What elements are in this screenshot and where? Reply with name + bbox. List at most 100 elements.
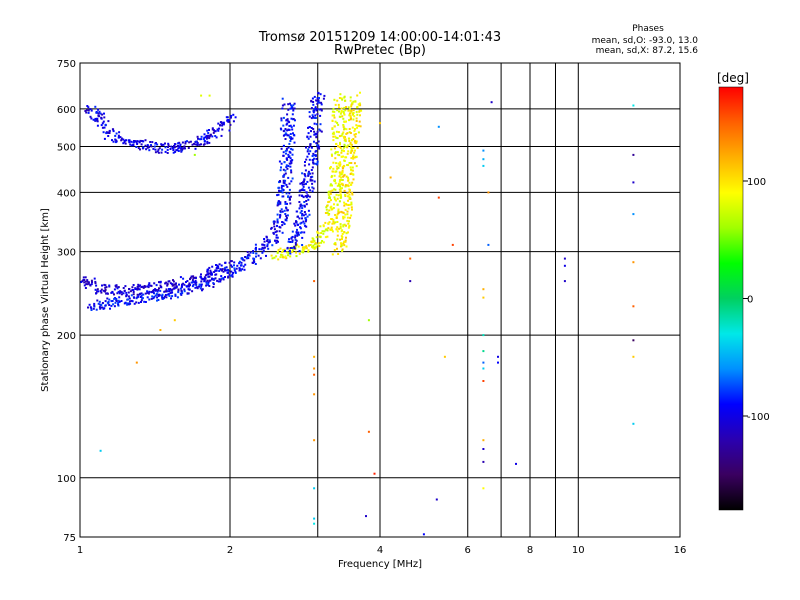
- trace-point: [286, 209, 289, 212]
- trace-point: [164, 142, 166, 145]
- trace-point: [288, 121, 291, 124]
- trace-point: [330, 199, 332, 202]
- trace-point: [129, 290, 132, 293]
- trace-point: [148, 290, 151, 293]
- trace-point: [217, 280, 220, 283]
- trace-point: [156, 143, 159, 146]
- trace-point: [182, 282, 185, 285]
- trace-point: [350, 169, 353, 172]
- trace-point: [296, 228, 298, 231]
- trace-point: [311, 155, 314, 157]
- trace-point: [287, 176, 290, 179]
- trace-point: [233, 267, 236, 270]
- trace-point: [285, 215, 288, 217]
- trace-point: [331, 253, 334, 256]
- trace-point: [302, 214, 305, 217]
- trace-point: [334, 182, 337, 185]
- trace-point: [132, 291, 135, 293]
- trace-point: [276, 239, 279, 242]
- trace-point: [99, 306, 102, 309]
- trace-point: [337, 210, 340, 213]
- trace-point: [354, 149, 356, 152]
- trace-point: [94, 288, 97, 291]
- trace-point: [271, 244, 274, 247]
- trace-point: [299, 222, 302, 225]
- trace-point: [156, 290, 159, 293]
- trace-point: [107, 300, 110, 303]
- trace-point: [279, 247, 282, 250]
- trace-point: [97, 290, 100, 293]
- trace-point: [345, 232, 348, 235]
- trace-point: [194, 286, 197, 289]
- echo-point: [159, 329, 162, 331]
- trace-point: [294, 241, 297, 244]
- trace-point: [303, 164, 306, 167]
- trace-point: [306, 135, 309, 138]
- trace-point: [179, 276, 182, 279]
- trace-point: [308, 195, 311, 198]
- trace-point: [245, 257, 248, 260]
- trace-point: [139, 284, 142, 287]
- trace-point: [340, 107, 343, 110]
- trace-point: [286, 214, 289, 217]
- echo-point: [313, 517, 316, 520]
- trace-point: [342, 215, 345, 218]
- trace-point: [357, 125, 360, 127]
- trace-point: [120, 300, 123, 302]
- trace-point: [286, 129, 289, 132]
- trace-point: [297, 233, 299, 236]
- trace-point: [208, 272, 211, 275]
- trace-point: [178, 283, 180, 286]
- trace-point: [177, 291, 180, 294]
- trace-point: [312, 103, 315, 106]
- trace-point: [86, 279, 89, 282]
- trace-point: [234, 116, 237, 119]
- trace-point: [276, 218, 279, 221]
- trace-point: [339, 112, 342, 115]
- trace-point: [233, 269, 236, 272]
- trace-point: [303, 183, 306, 186]
- trace-point: [285, 183, 288, 186]
- trace-point: [278, 225, 281, 228]
- trace-point: [265, 235, 268, 238]
- trace-point: [294, 224, 297, 227]
- trace-point: [296, 223, 299, 226]
- trace-point: [132, 141, 135, 144]
- trace-point: [343, 216, 346, 219]
- trace-point: [230, 264, 233, 267]
- trace-point: [350, 214, 353, 217]
- trace-point: [224, 276, 226, 278]
- trace-point: [303, 222, 306, 225]
- trace-point: [281, 97, 284, 100]
- trace-point: [144, 139, 147, 142]
- trace-point: [228, 261, 231, 264]
- trace-point: [100, 124, 103, 127]
- trace-point: [173, 283, 176, 286]
- trace-point: [108, 130, 111, 133]
- trace-point: [310, 99, 313, 102]
- trace-point: [334, 188, 337, 191]
- trace-point: [129, 300, 131, 303]
- echo-point: [437, 125, 440, 128]
- trace-point: [167, 146, 169, 148]
- trace-point: [283, 256, 286, 259]
- trace-point: [343, 106, 346, 109]
- trace-point: [286, 185, 289, 188]
- trace-point: [288, 188, 291, 191]
- trace-point: [339, 161, 342, 164]
- trace-point: [273, 228, 276, 231]
- trace-point: [233, 261, 236, 264]
- trace-point: [166, 283, 169, 286]
- trace-point: [103, 307, 106, 310]
- trace-point: [333, 125, 336, 128]
- trace-point: [110, 304, 113, 307]
- trace-point: [284, 169, 287, 172]
- trace-point: [305, 146, 307, 149]
- trace-point: [289, 133, 292, 135]
- trace-point: [298, 201, 301, 203]
- x-tick-label: 4: [377, 545, 383, 556]
- trace-point: [291, 148, 294, 151]
- trace-point: [290, 159, 293, 162]
- trace-point: [83, 284, 86, 287]
